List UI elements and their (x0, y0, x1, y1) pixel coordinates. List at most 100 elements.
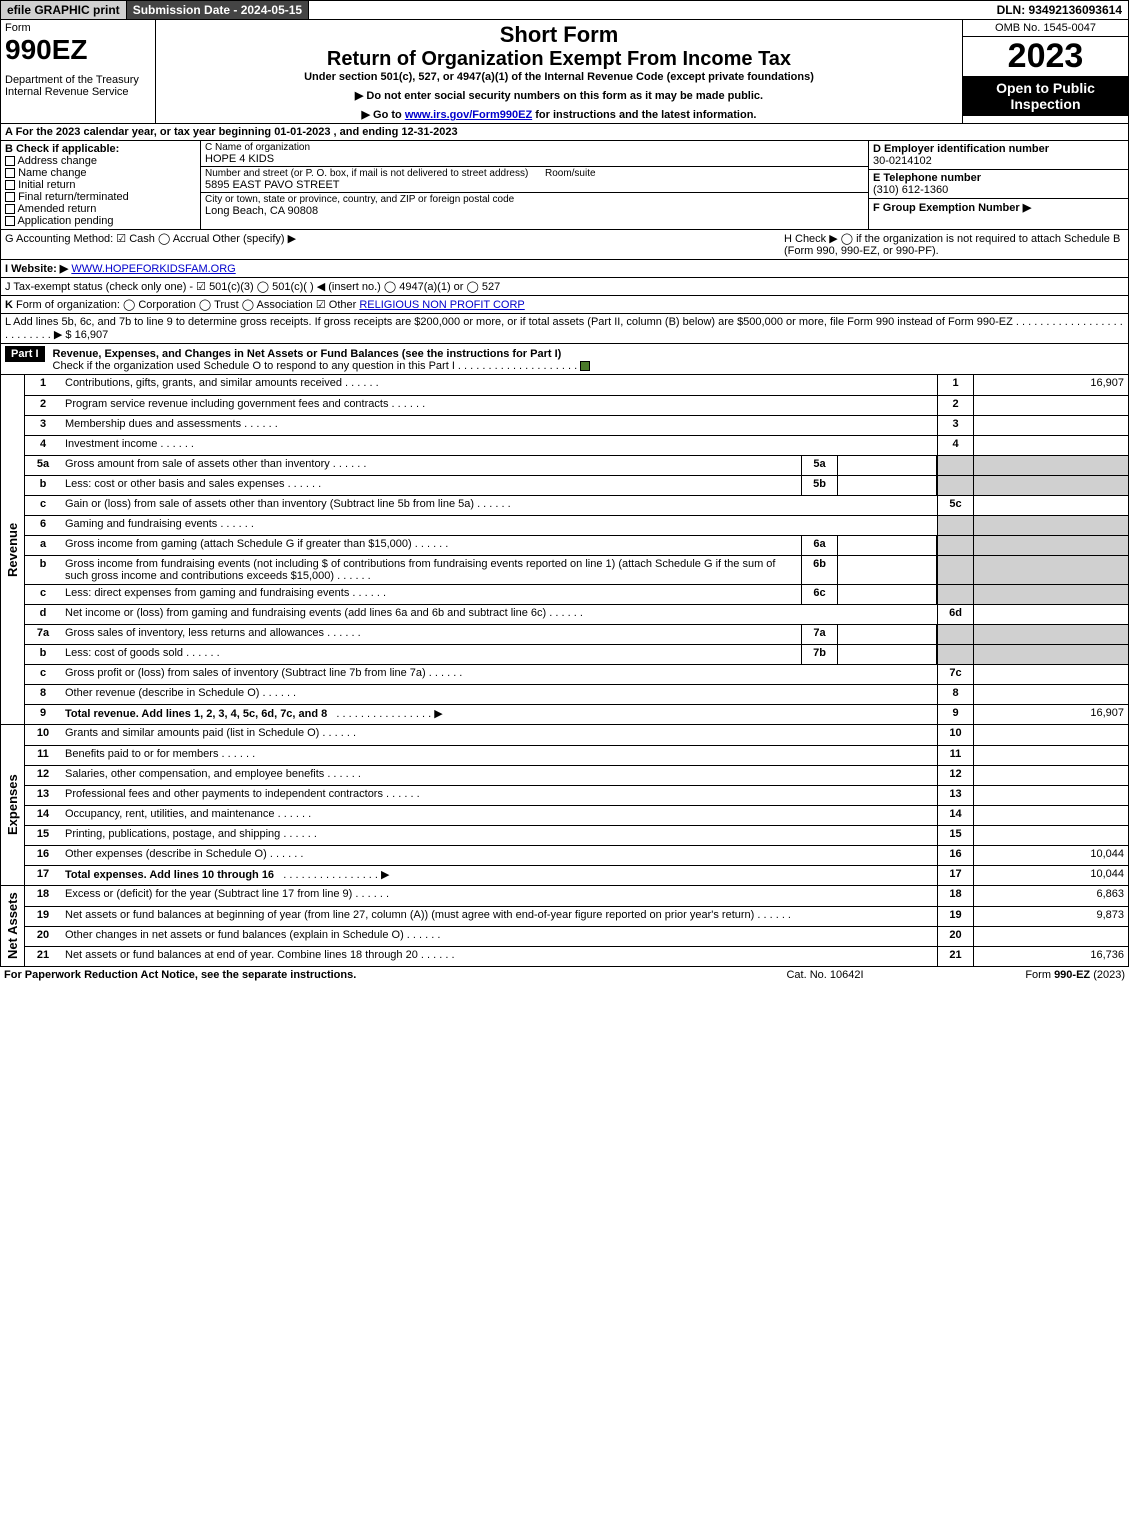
box-num (937, 536, 973, 555)
checkbox-icon[interactable] (5, 180, 15, 190)
arrow-1: ▶ Do not enter social security numbers o… (160, 83, 958, 102)
section-i: I Website: ▶ WWW.HOPEFORKIDSFAM.ORG (0, 260, 1129, 278)
line-row: 6Gaming and fundraising events . . . . .… (25, 515, 1128, 535)
line-num: b (25, 556, 61, 584)
line-num: c (25, 585, 61, 604)
box-num: 9 (937, 705, 973, 724)
b-opt-3: Final return/terminated (5, 191, 196, 203)
line-num: 3 (25, 416, 61, 435)
mid-box: 6a (801, 536, 837, 555)
line-num: 14 (25, 806, 61, 825)
org-type-link[interactable]: RELIGIOUS NON PROFIT CORP (359, 299, 524, 311)
line-desc: Other changes in net assets or fund bala… (61, 927, 937, 946)
line-row: 14Occupancy, rent, utilities, and mainte… (25, 805, 1128, 825)
mid-amt (837, 556, 937, 584)
box-num: 8 (937, 685, 973, 704)
line-desc: Less: direct expenses from gaming and fu… (61, 585, 801, 604)
box-num: 11 (937, 746, 973, 765)
line-desc: Total revenue. Add lines 1, 2, 3, 4, 5c,… (61, 705, 937, 724)
mid-box: 6b (801, 556, 837, 584)
line-amount (973, 665, 1128, 684)
line-amount: 16,736 (973, 947, 1128, 966)
line-row: 13Professional fees and other payments t… (25, 785, 1128, 805)
line-num: 15 (25, 826, 61, 845)
city-val: Long Beach, CA 90808 (205, 205, 318, 217)
c-room-lbl: Room/suite (545, 168, 596, 179)
line-amount: 9,873 (973, 907, 1128, 926)
line-amount (973, 806, 1128, 825)
mid-amt (837, 625, 937, 644)
dept-2: Internal Revenue Service (5, 86, 151, 98)
line-row: 21Net assets or fund balances at end of … (25, 946, 1128, 966)
line-row: 15Printing, publications, postage, and s… (25, 825, 1128, 845)
line-row: cLess: direct expenses from gaming and f… (25, 584, 1128, 604)
line-num: 19 (25, 907, 61, 926)
box-num: 5c (937, 496, 973, 515)
b-opt-0: Address change (5, 155, 196, 167)
section-l: L Add lines 5b, 6c, and 7b to line 9 to … (0, 314, 1129, 344)
b-opt-4: Amended return (5, 203, 196, 215)
mid-box: 5a (801, 456, 837, 475)
line-desc: Gross profit or (loss) from sales of inv… (61, 665, 937, 684)
checkbox-icon[interactable] (5, 168, 15, 178)
mid-box: 7a (801, 625, 837, 644)
line-num: 20 (25, 927, 61, 946)
footer-left: For Paperwork Reduction Act Notice, see … (4, 969, 725, 981)
line-desc: Less: cost or other basis and sales expe… (61, 476, 801, 495)
line-num: 18 (25, 886, 61, 906)
f-lbl: F Group Exemption Number ▶ (873, 202, 1031, 214)
line-desc: Excess or (deficit) for the year (Subtra… (61, 886, 937, 906)
expenses-side-label: Expenses (1, 725, 25, 885)
line-amount: 16,907 (973, 375, 1128, 395)
line-desc: Contributions, gifts, grants, and simila… (61, 375, 937, 395)
footer-right: Form 990-EZ (2023) (925, 969, 1125, 981)
line-amount (973, 436, 1128, 455)
checkbox-icon[interactable] (5, 204, 15, 214)
line-amount (973, 456, 1128, 475)
line-num: c (25, 496, 61, 515)
line-amount: 16,907 (973, 705, 1128, 724)
part-1-header: Part I Revenue, Expenses, and Changes in… (0, 344, 1129, 375)
box-num: 2 (937, 396, 973, 415)
checkbox-icon[interactable] (5, 156, 15, 166)
line-desc: Gross income from fundraising events (no… (61, 556, 801, 584)
section-h: H Check ▶ ◯ if the organization is not r… (784, 232, 1124, 257)
netassets-side-label: Net Assets (1, 886, 25, 966)
box-num (937, 585, 973, 604)
line-desc: Investment income . . . . . . (61, 436, 937, 455)
footer-center: Cat. No. 10642I (725, 969, 925, 981)
line-amount (973, 645, 1128, 664)
irs-link[interactable]: www.irs.gov/Form990EZ (405, 109, 532, 121)
box-num: 13 (937, 786, 973, 805)
checkbox-icon[interactable] (5, 216, 15, 226)
box-num: 17 (937, 866, 973, 885)
line-row: 17Total expenses. Add lines 10 through 1… (25, 865, 1128, 885)
line-amount (973, 826, 1128, 845)
line-num: 21 (25, 947, 61, 966)
line-desc: Professional fees and other payments to … (61, 786, 937, 805)
line-num: 1 (25, 375, 61, 395)
c-city: City or town, state or province, country… (201, 193, 868, 218)
part-1-label: Part I (5, 346, 45, 362)
line-num: 17 (25, 866, 61, 885)
line-row: 10Grants and similar amounts paid (list … (25, 725, 1128, 745)
section-e: E Telephone number(310) 612-1360 (869, 170, 1128, 199)
checkbox-icon[interactable] (580, 361, 590, 371)
line-row: aGross income from gaming (attach Schedu… (25, 535, 1128, 555)
b-opt-3-lbl: Final return/terminated (18, 191, 129, 203)
section-f: F Group Exemption Number ▶ (869, 199, 1128, 216)
efile-label[interactable]: efile GRAPHIC print (1, 1, 127, 19)
netassets-lines: 18Excess or (deficit) for the year (Subt… (25, 886, 1128, 966)
title-block: Short Form Return of Organization Exempt… (156, 20, 963, 123)
checkbox-icon[interactable] (5, 192, 15, 202)
line-row: 8Other revenue (describe in Schedule O) … (25, 684, 1128, 704)
expenses-block: Expenses 10Grants and similar amounts pa… (0, 725, 1129, 886)
box-num: 1 (937, 375, 973, 395)
omb: OMB No. 1545-0047 (963, 20, 1128, 37)
b-opt-5: Application pending (5, 215, 196, 227)
box-num: 6d (937, 605, 973, 624)
website-link[interactable]: WWW.HOPEFORKIDSFAM.ORG (71, 263, 235, 275)
street-val: 5895 EAST PAVO STREET (205, 179, 340, 191)
dln: DLN: 93492136093614 (991, 1, 1128, 19)
box-num (937, 516, 973, 535)
